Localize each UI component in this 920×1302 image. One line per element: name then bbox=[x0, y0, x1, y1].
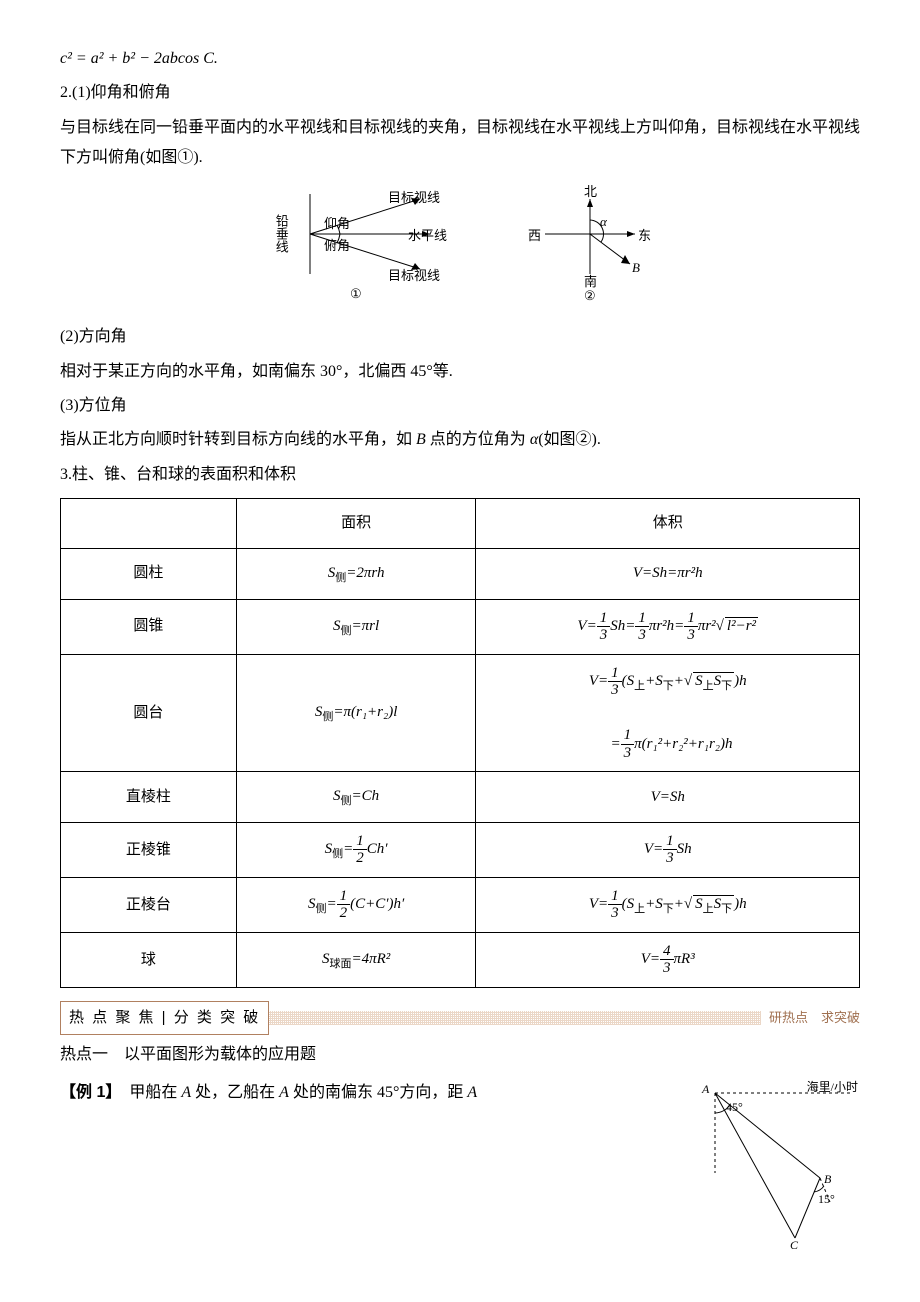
sec2-3-body: 指从正北方向顺时针转到目标方向线的水平角，如 B 点的方位角为 α(如图②). bbox=[60, 425, 860, 455]
table-row: 球S球面=4πR²V=43πR³ bbox=[61, 932, 860, 987]
sec3-head: 3.柱、锥、台和球的表面积和体积 bbox=[60, 460, 860, 490]
section-banner: 热 点 聚 焦 | 分 类 突 破 研热点 求突破 bbox=[60, 1004, 860, 1032]
sec2-3-head: (3)方位角 bbox=[60, 391, 860, 421]
banner-right: 研热点 求突破 bbox=[761, 1006, 860, 1031]
sec2-2-body: 相对于某正方向的水平角，如南偏东 30°，北偏西 45°等. bbox=[60, 357, 860, 387]
formula-table: 面积 体积 圆柱S侧=2πrhV=Sh=πr²h圆锥S侧=πrlV=13Sh=1… bbox=[60, 498, 860, 988]
sec2-1-head: 2.(1)仰角和俯角 bbox=[60, 78, 860, 108]
banner-fill bbox=[268, 1011, 761, 1025]
sec2-2-head: (2)方向角 bbox=[60, 322, 860, 352]
eq-cosine: c² = a² + b² − 2abcos C. bbox=[60, 44, 860, 74]
banner-left: 热 点 聚 焦 | 分 类 突 破 bbox=[60, 1001, 269, 1036]
hot-topic-1: 热点一 以平面图形为载体的应用题 bbox=[60, 1040, 860, 1070]
table-row: 圆柱S侧=2πrhV=Sh=πr²h bbox=[61, 548, 860, 599]
col-volume: 体积 bbox=[476, 499, 860, 549]
table-row: 正棱锥S侧=12Ch′V=13Sh bbox=[61, 822, 860, 877]
sec2-1-body: 与目标线在同一铅垂平面内的水平视线和目标视线的夹角，目标视线在水平视线上方叫仰角… bbox=[60, 113, 860, 174]
table-row: 圆台S侧=π(r₁+r₂)lV=13(S上+S下+√S上S下)h =13π(r₁… bbox=[61, 654, 860, 772]
table-row: 圆锥S侧=πrlV=13Sh=13πr²h=13πr²√l²−r² bbox=[61, 599, 860, 654]
diagram-2: 北 南 东 西 α B ② bbox=[520, 184, 660, 313]
table-row: 直棱柱S侧=ChV=Sh bbox=[61, 772, 860, 823]
col-area: 面积 bbox=[236, 499, 476, 549]
example-1-text: 【例 1】 甲船在 A 处，乙船在 A 处的南偏东 45°方向，距 A bbox=[60, 1078, 690, 1108]
table-header-row: 面积 体积 bbox=[61, 499, 860, 549]
diagram-1: 铅垂线 目标视线 水平线 目标视线 仰角 俯角 ① bbox=[260, 184, 460, 313]
example-1: 【例 1】 甲船在 A 处，乙船在 A 处的南偏东 45°方向，距 A 海里/小… bbox=[60, 1078, 860, 1248]
table-row: 正棱台S侧=12(C+C′)h′V=13(S上+S下+√S上S下)h bbox=[61, 877, 860, 932]
example-1-figure: 海里/小时 A 45° B 15° C bbox=[700, 1078, 860, 1248]
diagrams: 铅垂线 目标视线 水平线 目标视线 仰角 俯角 ① 北 南 东 西 α B ② bbox=[60, 184, 860, 313]
